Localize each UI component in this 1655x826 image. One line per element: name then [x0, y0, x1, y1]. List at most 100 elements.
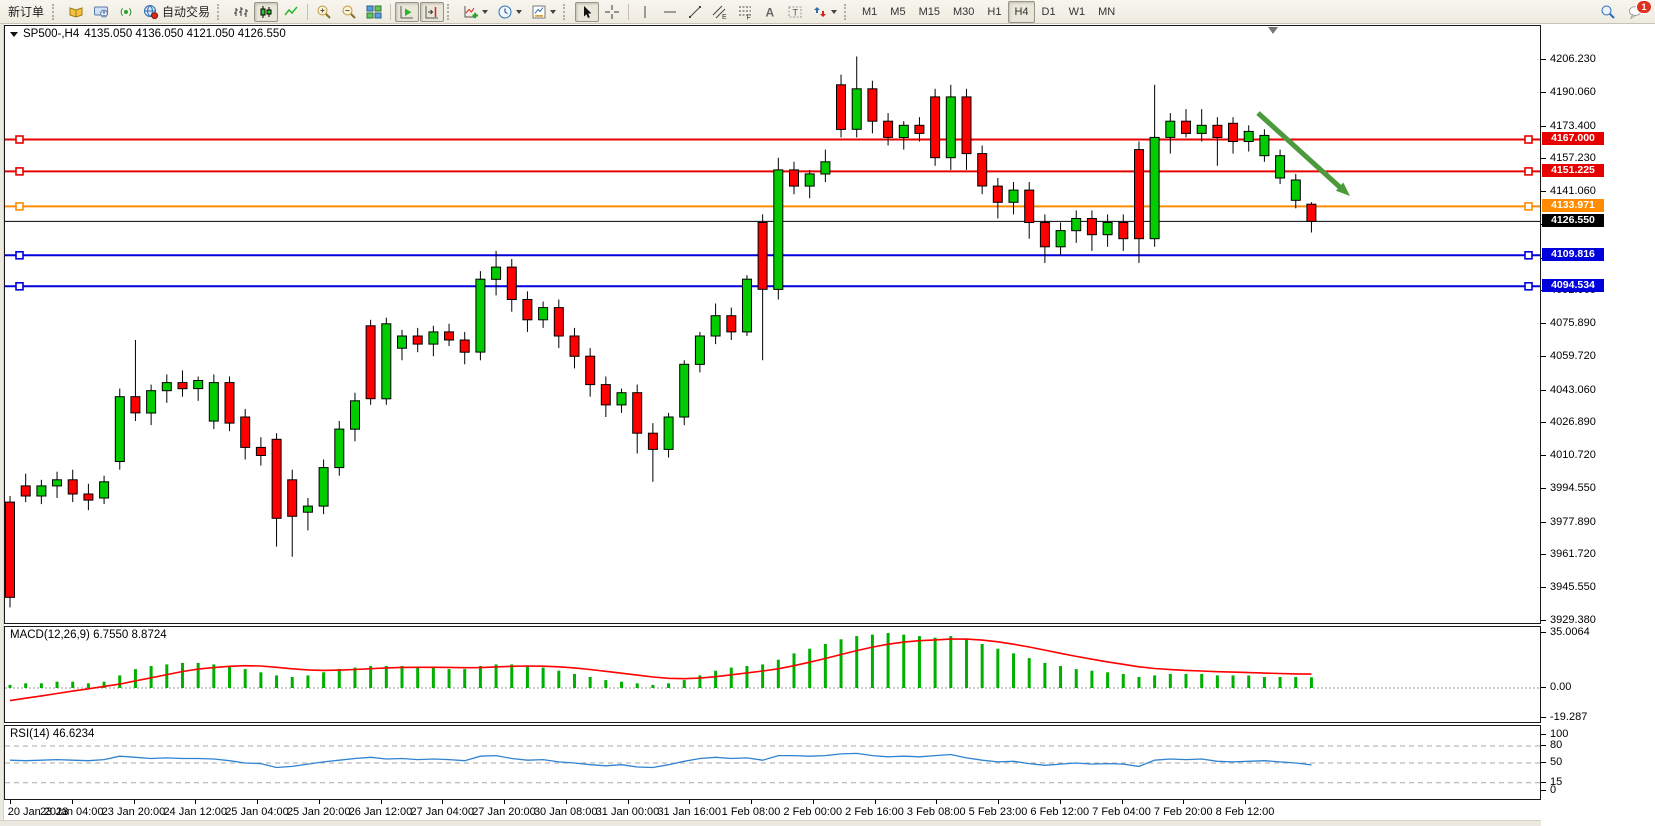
- dropdown-caret-icon: [482, 9, 489, 14]
- timeframe-h4-button[interactable]: H4: [1008, 0, 1035, 23]
- price-tick-label: 4043.060: [1550, 384, 1596, 396]
- time-tick: [565, 800, 567, 804]
- rsi-tick: [1541, 734, 1546, 735]
- new-order-button[interactable]: 新订单: [3, 2, 49, 22]
- macd-tick-label: 35.0064: [1550, 626, 1590, 638]
- text-icon: A: [762, 4, 778, 20]
- vertical-line-icon: [637, 4, 653, 20]
- toolbar-grip: [52, 3, 59, 20]
- rsi-indicator-chart[interactable]: [4, 725, 1541, 800]
- crosshair-button[interactable]: [600, 2, 624, 22]
- rsi-tick: [1541, 782, 1546, 783]
- notification-badge: 1: [1636, 0, 1652, 14]
- price-tick: [1541, 191, 1546, 192]
- guidebook-button[interactable]: [64, 2, 88, 22]
- chart-header: SP500-,H4 4135.050 4136.050 4121.050 412…: [10, 28, 286, 40]
- time-label: 7 Feb 20:00: [1153, 806, 1213, 818]
- fibonacci-icon: F: [737, 4, 753, 20]
- periods-button[interactable]: [493, 2, 526, 22]
- timeframe-mn-button[interactable]: MN: [1098, 5, 1116, 18]
- rsi-tick: [1541, 790, 1546, 791]
- zoom-in-icon: [316, 4, 332, 20]
- templates-button[interactable]: [527, 2, 560, 22]
- price-level-line[interactable]: [5, 202, 1540, 211]
- text-label-button[interactable]: T: [783, 2, 807, 22]
- time-tick: [133, 800, 135, 804]
- autotrading-label: 自动交易: [162, 5, 211, 19]
- cursor-button[interactable]: [575, 1, 600, 22]
- chart-shift-marker-icon[interactable]: [1268, 27, 1278, 34]
- price-tick-label: 3945.550: [1550, 581, 1596, 593]
- time-label: 26 Jan 12:00: [348, 806, 413, 818]
- trendline-button[interactable]: [683, 2, 707, 22]
- tile-windows-button[interactable]: [362, 2, 386, 22]
- rsi-tick-label: 50: [1550, 756, 1563, 768]
- price-tick-label: 3977.890: [1550, 516, 1596, 528]
- time-label: 6 Feb 12:00: [1030, 806, 1090, 818]
- price-level-badge: 4133.971: [1542, 199, 1604, 212]
- window-left-edge: [0, 24, 4, 826]
- bars-chart-button[interactable]: [229, 2, 253, 22]
- price-level-line[interactable]: [5, 167, 1540, 176]
- price-level-line[interactable]: [5, 281, 1540, 291]
- time-tick: [442, 800, 444, 804]
- time-tick: [71, 800, 73, 804]
- timeframe-m30-button[interactable]: M30: [952, 5, 975, 18]
- time-tick: [380, 800, 382, 804]
- timeframe-m1-button[interactable]: M1: [862, 5, 878, 18]
- timeframe-m15-button[interactable]: M15: [918, 5, 940, 18]
- macd-tick-label: -19.287: [1550, 711, 1588, 723]
- price-level-line[interactable]: [5, 135, 1540, 144]
- macd-histogram: [8, 633, 1313, 688]
- arrows-icon: [812, 4, 828, 20]
- text-label-icon: T: [787, 4, 803, 20]
- zoom-in-button[interactable]: [312, 2, 336, 22]
- timeframe-w1-button[interactable]: W1: [1068, 5, 1086, 18]
- toolbar-grip: [563, 3, 570, 20]
- timeframe-h1-button[interactable]: H1: [987, 5, 1002, 18]
- equidistant-channel-button[interactable]: E: [708, 2, 732, 22]
- time-tick: [689, 800, 691, 804]
- signals-button[interactable]: [114, 2, 138, 22]
- macd-indicator-chart[interactable]: [4, 626, 1541, 723]
- chart-ohlc-values: 4135.050 4136.050 4121.050 4126.550: [84, 28, 286, 40]
- search-button[interactable]: [1596, 2, 1620, 22]
- new-order-label: 新订单: [7, 5, 44, 19]
- candles: [5, 56, 1317, 608]
- horizontal-line-button[interactable]: [658, 2, 682, 22]
- candlestick-chart-button[interactable]: [254, 1, 279, 22]
- svg-text:F: F: [747, 14, 751, 20]
- macd-signal-line: [9, 638, 1312, 702]
- price-level-line[interactable]: [5, 251, 1540, 260]
- time-tick: [504, 800, 505, 804]
- timeframe-d1-button[interactable]: D1: [1041, 5, 1056, 18]
- chart-collapse-icon[interactable]: [10, 31, 18, 37]
- fibonacci-button[interactable]: F: [733, 2, 757, 22]
- bearish-arrow-annotation[interactable]: [1256, 111, 1350, 196]
- svg-text:T: T: [793, 7, 799, 17]
- signals-icon: [118, 4, 134, 20]
- accounts-button[interactable]: [89, 2, 113, 22]
- candlestick-chart[interactable]: [4, 25, 1541, 624]
- text-button[interactable]: A: [758, 2, 782, 22]
- auto-scroll-button[interactable]: [395, 1, 420, 22]
- indicators-button[interactable]: [459, 2, 492, 22]
- time-tick: [1059, 800, 1061, 804]
- chart-shift-button[interactable]: [420, 1, 445, 22]
- vertical-line-button[interactable]: [633, 2, 657, 22]
- time-axis[interactable]: 20 Jan 2023 23 Jan 04:00 23 Jan 20:00 24 Ja…: [4, 800, 1541, 820]
- zoom-out-button[interactable]: [337, 2, 361, 22]
- time-tick: [627, 800, 629, 804]
- autotrading-button[interactable]: 自动交易: [139, 2, 214, 22]
- time-tick: [751, 800, 752, 804]
- notifications-button[interactable]: 1: [1624, 0, 1652, 22]
- price-axis[interactable]: 4206.230 4190.060 4173.400 4157.230 4141.060…: [1541, 0, 1655, 826]
- dropdown-caret-icon: [831, 9, 838, 14]
- line-chart-button[interactable]: [279, 2, 303, 22]
- price-tick: [1541, 455, 1546, 456]
- rsi-line: [9, 752, 1312, 769]
- chart-symbol-label: SP500-,H4: [23, 28, 80, 40]
- arrows-button[interactable]: [808, 2, 841, 22]
- price-tick: [1541, 620, 1546, 621]
- timeframe-m5-button[interactable]: M5: [890, 5, 906, 18]
